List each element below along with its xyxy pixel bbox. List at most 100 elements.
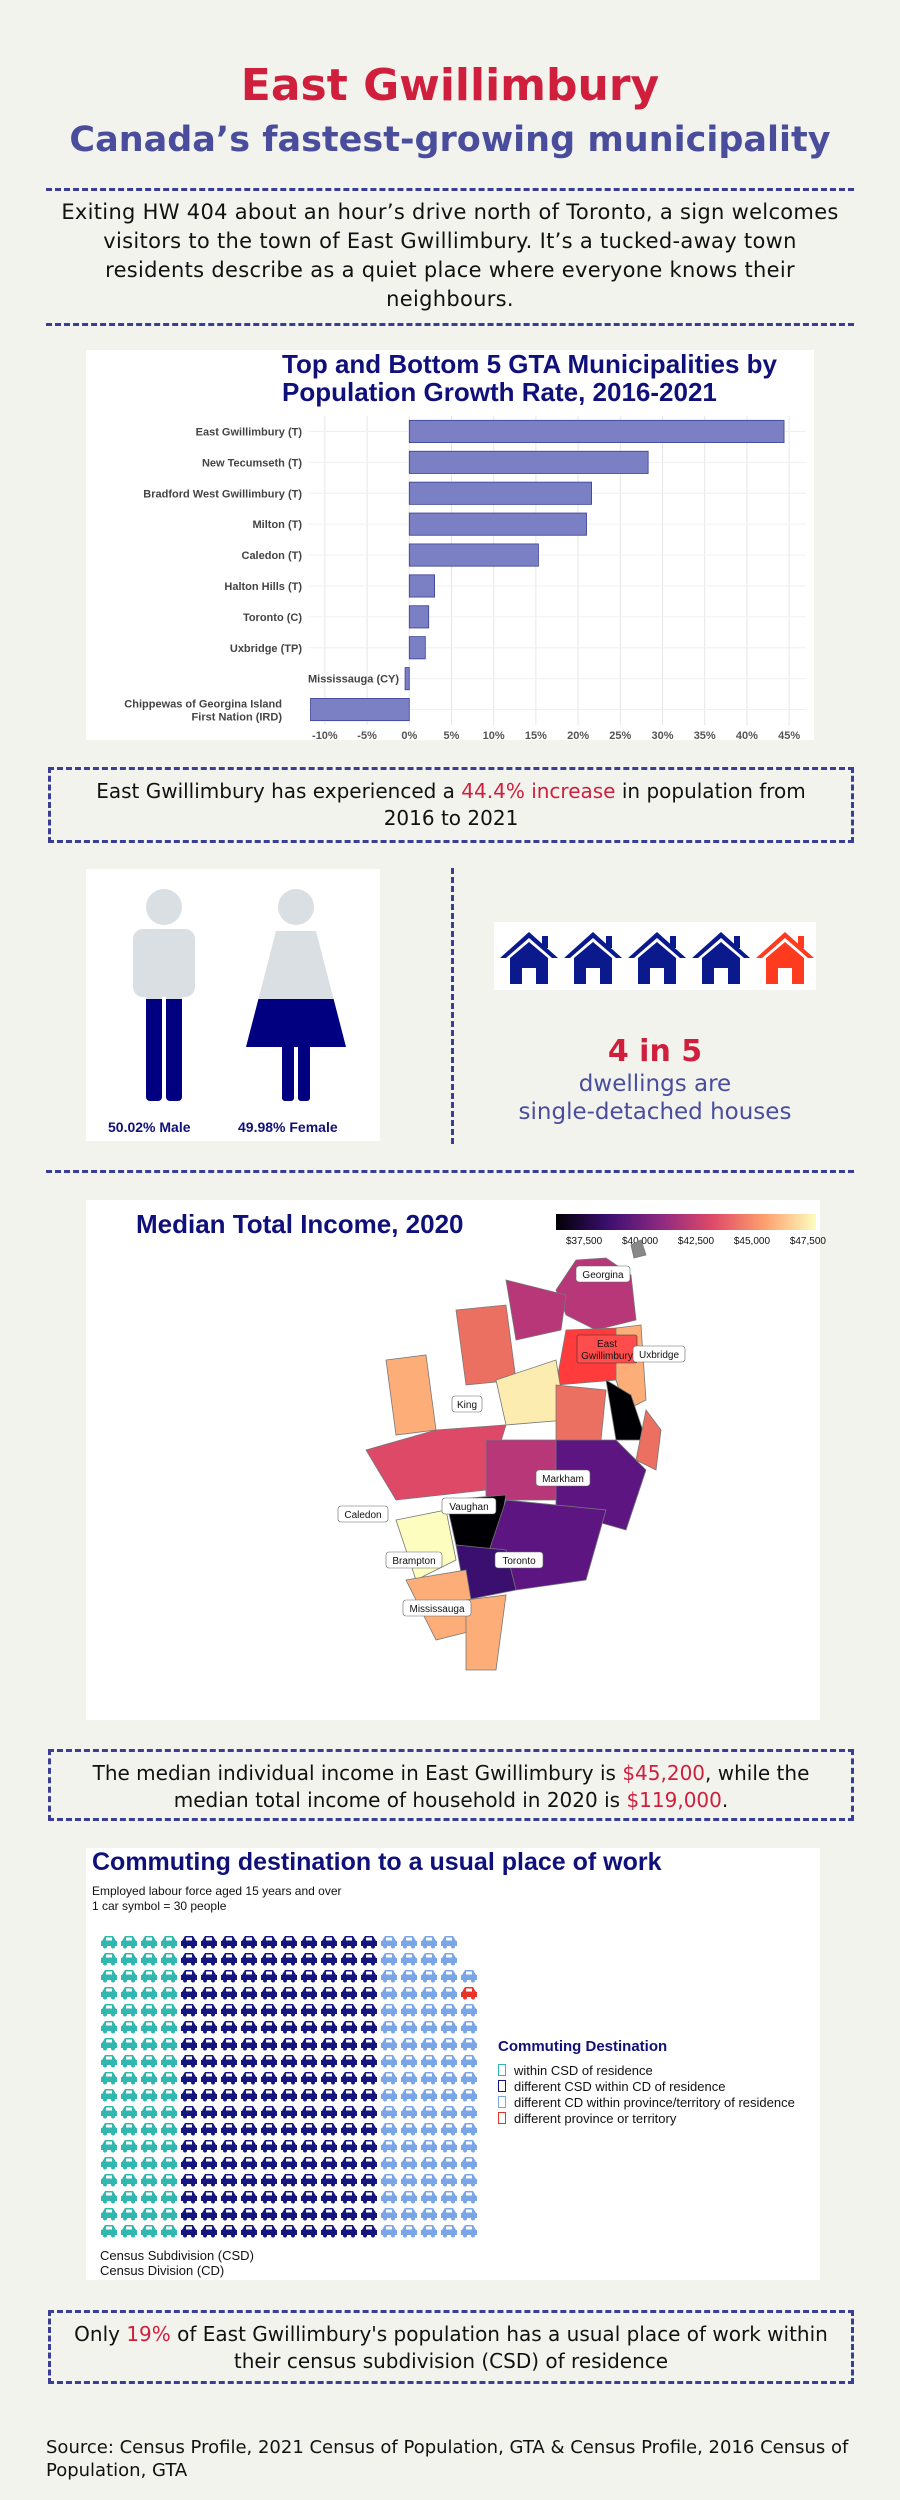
car-icon <box>441 2157 457 2170</box>
growth-bar <box>408 574 436 598</box>
car-icon <box>321 2157 337 2170</box>
growth-bar-chart: -10% -5% 0% 5% 10% 15% 20% 25% 30% 35% 40% 45% East … <box>124 416 806 740</box>
car-icon <box>281 2191 297 2204</box>
car-icon <box>161 2157 177 2170</box>
car-icon <box>321 2072 337 2085</box>
car-icon <box>201 2208 217 2221</box>
commute-callout-highlight: 19% <box>126 2322 171 2346</box>
legend-label: different province or territory <box>514 2110 677 2126</box>
car-icon <box>181 2191 197 2204</box>
car-icon <box>101 2038 117 2051</box>
female-figure-icon <box>246 889 346 1101</box>
car-icon <box>221 2089 237 2102</box>
car-icon <box>361 2072 377 2085</box>
car-icon <box>421 2157 437 2170</box>
car-icon <box>361 2089 377 2102</box>
car-icon <box>121 2191 137 2204</box>
growth-callout-highlight: 44.4% increase <box>461 779 616 803</box>
car-icon <box>361 2208 377 2221</box>
car-icon <box>421 2191 437 2204</box>
car-icon <box>301 1953 317 1966</box>
car-icon <box>381 2038 397 2051</box>
car-icon <box>461 2072 477 2085</box>
car-icon <box>381 2157 397 2170</box>
car-icon <box>201 2004 217 2017</box>
income-household-value: $119,000 <box>626 1788 722 1812</box>
car-icon <box>241 1970 257 1983</box>
houses-icon-row <box>494 922 816 990</box>
car-icon <box>461 2140 477 2153</box>
category-label: East Gwillimbury (T) <box>196 426 303 438</box>
category-label: Caledon (T) <box>242 550 303 562</box>
car-icon <box>281 2021 297 2034</box>
car-icon <box>161 2004 177 2017</box>
male-label: 50.02% Male <box>108 1119 191 1135</box>
car-icon <box>421 2225 437 2238</box>
car-icon <box>301 1970 317 1983</box>
car-icon <box>401 2191 417 2204</box>
car-icon <box>341 2157 357 2170</box>
car-icon <box>321 1953 337 1966</box>
car-icon <box>441 2055 457 2068</box>
car-icon <box>161 2072 177 2085</box>
car-icon <box>181 2004 197 2017</box>
car-icon <box>381 1987 397 2000</box>
car-icon <box>301 2225 317 2238</box>
car-icon <box>161 2225 177 2238</box>
legend-label: within CSD of residence <box>514 2062 653 2078</box>
car-icon <box>261 2004 277 2017</box>
car-icon <box>321 1936 337 1949</box>
divider <box>46 188 854 191</box>
label-vaughan: Vaughan <box>449 1502 488 1513</box>
car-icon <box>321 2106 337 2119</box>
car-icon <box>141 2225 157 2238</box>
label-toronto: Toronto <box>502 1556 536 1567</box>
car-icon <box>201 2089 217 2102</box>
x-tick-label: 15% <box>525 730 547 740</box>
car-icon <box>141 1987 157 2000</box>
car-icon <box>141 1936 157 1949</box>
car-icon <box>421 2021 437 2034</box>
car-icon <box>121 2208 137 2221</box>
car-icon <box>281 2208 297 2221</box>
car-icon <box>261 1953 277 1966</box>
x-tick-label: -10% <box>312 730 338 740</box>
car-icon <box>221 1936 237 1949</box>
car-icon <box>121 2004 137 2017</box>
car-icon <box>301 2004 317 2017</box>
car-icon <box>121 1970 137 1983</box>
x-tick-label: 35% <box>694 730 716 740</box>
car-icon <box>381 2140 397 2153</box>
car-icon <box>221 2038 237 2051</box>
car-icon <box>121 2157 137 2170</box>
category-label: New Tecumseth (T) <box>202 457 302 469</box>
legend-swatch <box>498 2064 506 2076</box>
growth-bar <box>310 698 410 722</box>
car-icon <box>381 2106 397 2119</box>
page-title: East Gwillimbury <box>240 60 660 111</box>
car-icon <box>101 2055 117 2068</box>
gta-income-map: Georgina East Gwillimbury Uxbridge King … <box>337 1239 686 1671</box>
car-icon <box>141 2072 157 2085</box>
car-icon <box>161 2055 177 2068</box>
car-icon <box>201 1936 217 1949</box>
gender-panel: 50.02% Male 49.98% Female <box>86 869 380 1141</box>
car-icon <box>101 2208 117 2221</box>
car-waffle-chart <box>101 1936 477 2238</box>
region-oakville <box>465 1594 507 1671</box>
region-newmarket <box>555 1384 607 1441</box>
car-icon <box>241 1987 257 2000</box>
car-icon <box>261 2021 277 2034</box>
car-icon <box>121 2225 137 2238</box>
car-icon <box>181 2038 197 2051</box>
label-markham: Markham <box>542 1474 584 1485</box>
car-icon <box>361 1970 377 1983</box>
vertical-divider <box>451 868 454 1144</box>
car-icon <box>361 2106 377 2119</box>
female-label: 49.98% Female <box>238 1119 338 1135</box>
car-icon <box>321 2055 337 2068</box>
category-label: Uxbridge (TP) <box>230 643 302 655</box>
car-icon <box>401 2021 417 2034</box>
car-icon <box>281 2123 297 2136</box>
category-label: Bradford West Gwillimbury (T) <box>143 488 302 500</box>
